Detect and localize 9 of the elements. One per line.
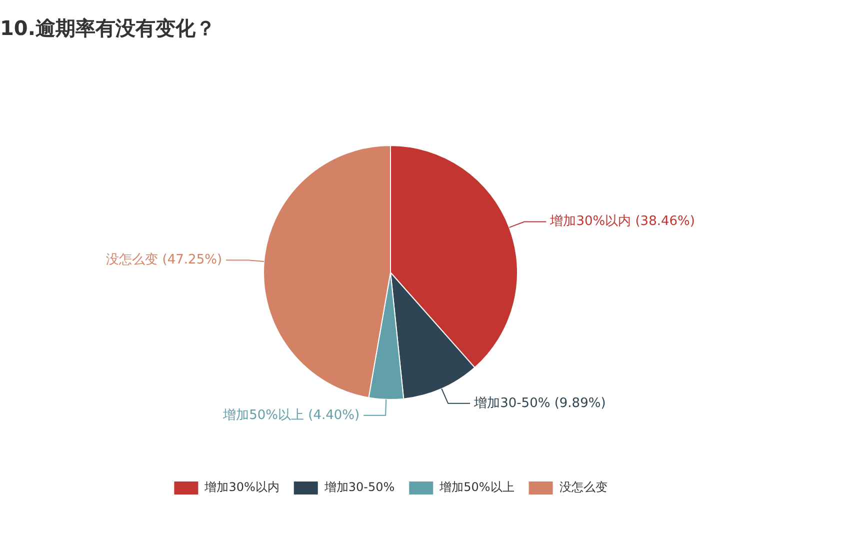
legend-label: 增加30-50%	[323, 480, 395, 494]
chart-title: 10.逾期率有没有变化？	[0, 16, 216, 40]
category-label: 增加30-50% (9.89%)	[474, 396, 606, 411]
category-label: 没怎么变 (47.25%)	[106, 252, 222, 268]
legend-label: 增加30%以内	[204, 480, 280, 494]
legend-label: 没怎么变	[559, 480, 608, 494]
legend-label: 增加50%以上	[438, 480, 514, 494]
category-label: 增加50%以上 (4.40%)	[223, 408, 360, 423]
category-label: 增加30%以内 (38.46%)	[550, 214, 695, 230]
